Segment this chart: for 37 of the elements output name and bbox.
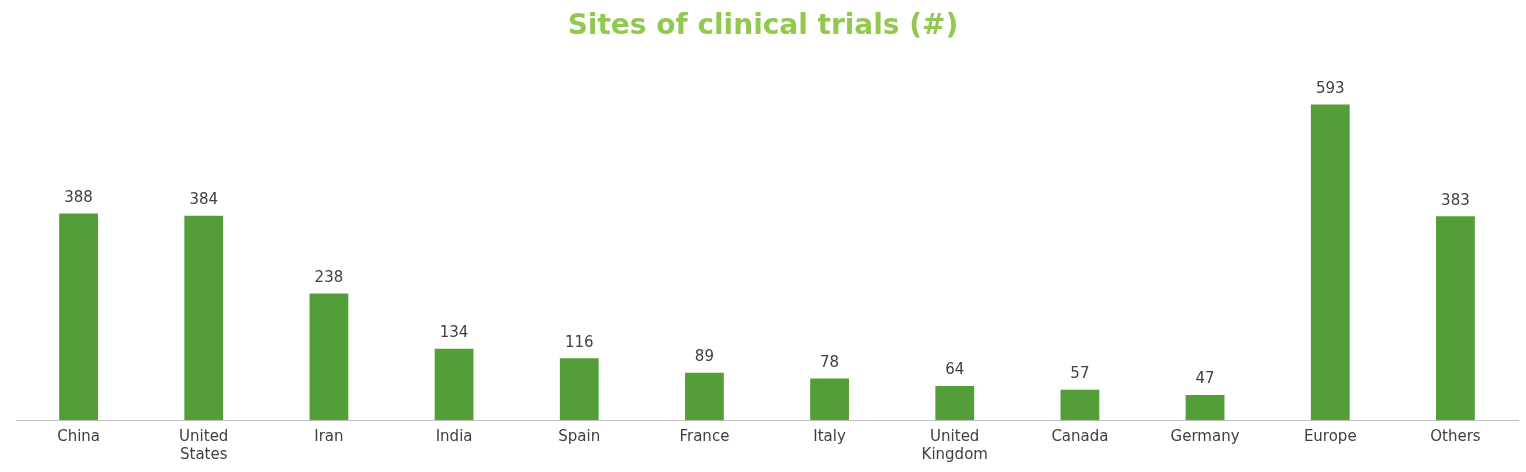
bar: [309, 293, 349, 420]
x-tick-label: United States: [179, 426, 229, 463]
x-tick-label: France: [679, 426, 730, 445]
x-tick-label: India: [435, 426, 473, 445]
chart-title: Sites of clinical trials (#): [567, 8, 959, 42]
bar: [184, 215, 224, 420]
bar: [59, 213, 98, 420]
data-label: 57: [1070, 364, 1090, 383]
bar: [1436, 216, 1475, 420]
data-label: 593: [1315, 78, 1345, 97]
bar: [685, 372, 724, 420]
data-label: 388: [64, 187, 93, 206]
x-tick-label: Iran: [314, 426, 344, 445]
bar: [434, 348, 474, 420]
bar: [1185, 395, 1225, 420]
data-label: 383: [1441, 190, 1470, 209]
data-label: 78: [820, 352, 840, 371]
bar: [935, 385, 975, 420]
x-tick-label: Spain: [558, 426, 601, 445]
bar: [810, 378, 849, 420]
data-label: 134: [439, 323, 469, 342]
data-label: 89: [694, 347, 714, 366]
x-tick-label: Europe: [1303, 426, 1357, 445]
bar: [559, 358, 599, 420]
x-tick-label: Others: [1430, 426, 1481, 445]
x-tick-label: China: [57, 426, 101, 445]
x-tick-label: Germany: [1170, 426, 1240, 445]
x-tick-label: Italy: [813, 426, 846, 445]
bar: [1310, 104, 1350, 420]
x-tick-label: United Kingdom: [921, 426, 988, 463]
data-label: 116: [564, 332, 594, 351]
data-label: 64: [945, 360, 965, 379]
bar: [1060, 389, 1100, 420]
data-label: 47: [1195, 369, 1215, 388]
data-label: 384: [189, 190, 219, 209]
data-label: 238: [314, 267, 344, 286]
x-tick-label: Canada: [1051, 426, 1109, 445]
